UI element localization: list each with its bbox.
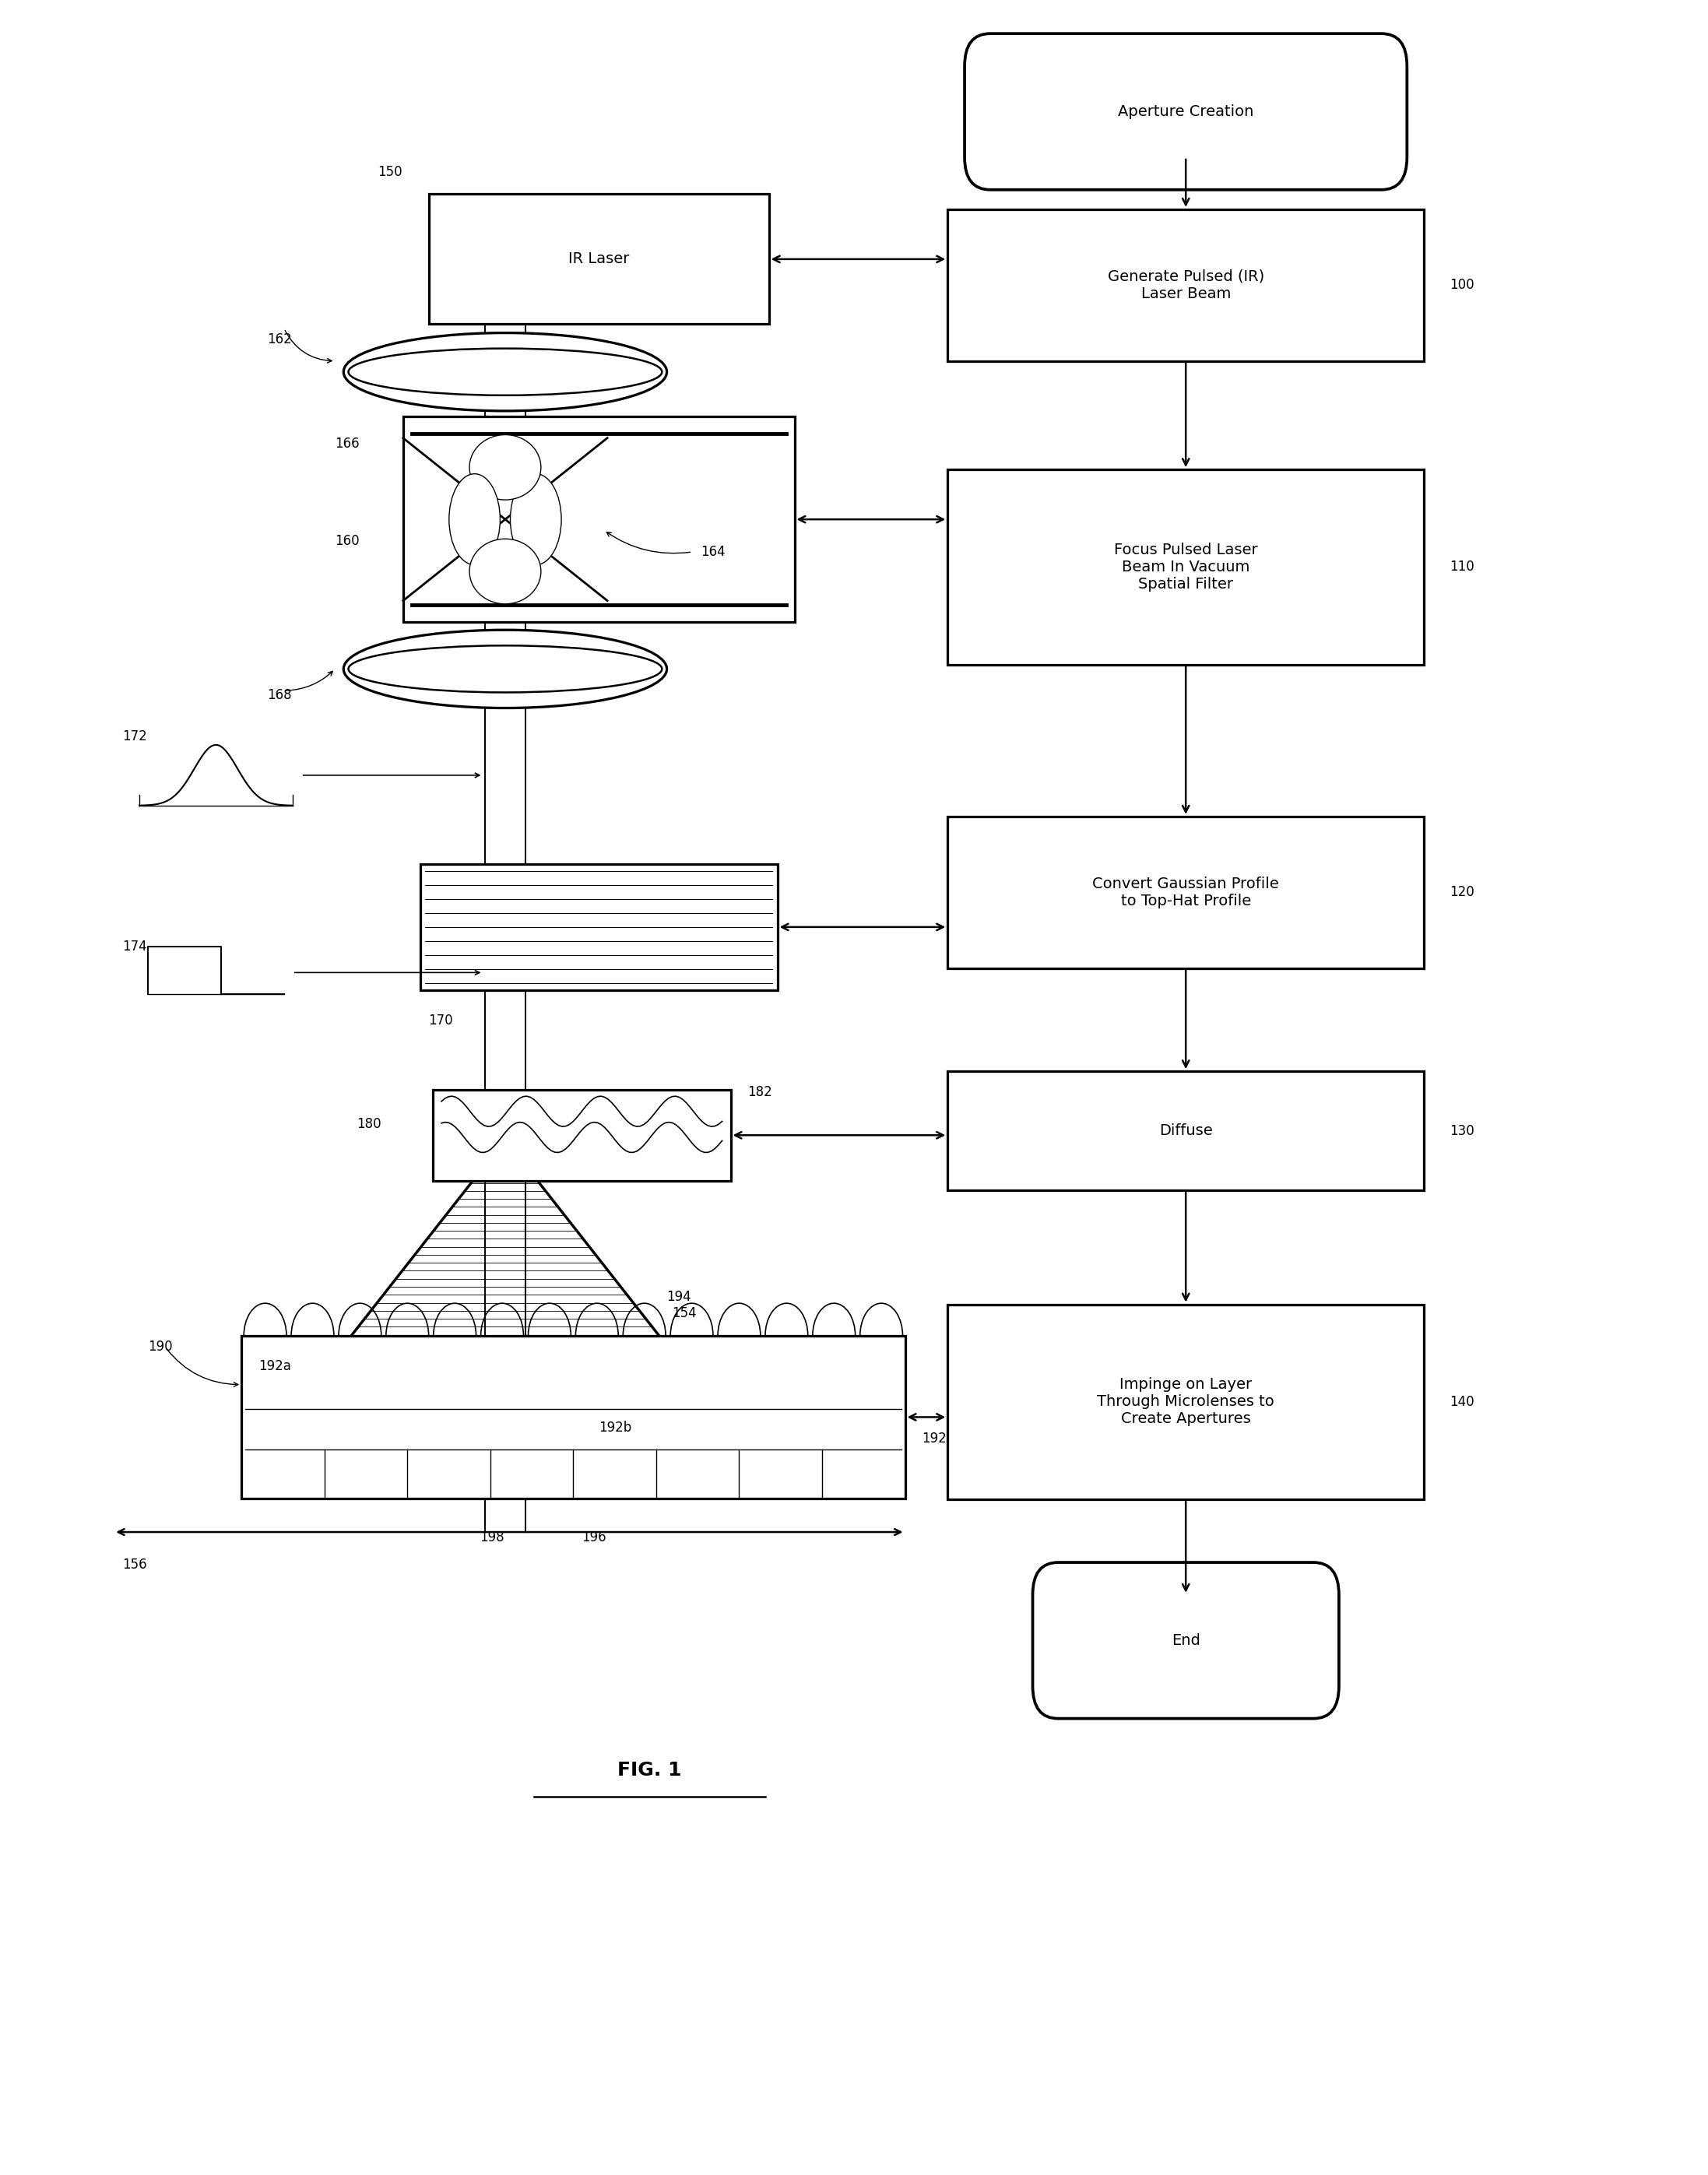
Text: 164: 164 — [700, 546, 726, 559]
Ellipse shape — [343, 333, 666, 411]
Text: 100: 100 — [1450, 278, 1474, 291]
Text: 152: 152 — [536, 361, 560, 374]
Bar — [948, 470, 1424, 666]
Text: FIG. 1: FIG. 1 — [618, 1762, 681, 1779]
Ellipse shape — [449, 474, 500, 566]
Ellipse shape — [470, 539, 541, 605]
Text: 110: 110 — [1450, 559, 1474, 574]
Text: End: End — [1172, 1633, 1201, 1649]
FancyBboxPatch shape — [965, 33, 1407, 189]
Text: Aperture Creation: Aperture Creation — [1119, 104, 1254, 120]
Bar — [429, 194, 769, 324]
Text: 130: 130 — [1450, 1124, 1474, 1138]
Text: Diffuse: Diffuse — [1160, 1124, 1213, 1138]
Ellipse shape — [343, 631, 666, 709]
Text: 172: 172 — [123, 729, 147, 744]
Text: 150: 150 — [377, 165, 401, 178]
Text: 156: 156 — [123, 1557, 147, 1573]
Text: Convert Gaussian Profile
to Top-Hat Profile: Convert Gaussian Profile to Top-Hat Prof… — [1093, 877, 1279, 909]
Bar — [948, 1072, 1424, 1190]
Text: 180: 180 — [357, 1118, 381, 1131]
Text: 192b: 192b — [600, 1420, 632, 1436]
Text: 154: 154 — [671, 1305, 697, 1320]
Ellipse shape — [470, 435, 541, 500]
Text: Impinge on Layer
Through Microlenses to
Create Apertures: Impinge on Layer Through Microlenses to … — [1097, 1377, 1274, 1427]
Text: 160: 160 — [335, 535, 360, 548]
Ellipse shape — [511, 474, 562, 566]
Bar — [241, 1335, 905, 1499]
Text: 196: 196 — [582, 1531, 606, 1544]
Bar — [420, 863, 777, 990]
Text: 174: 174 — [123, 940, 147, 953]
FancyBboxPatch shape — [1033, 1562, 1339, 1718]
Text: 140: 140 — [1450, 1394, 1474, 1409]
Text: 166: 166 — [335, 437, 360, 450]
Text: 170: 170 — [429, 1014, 453, 1027]
Bar — [948, 816, 1424, 968]
Text: 168: 168 — [266, 687, 292, 703]
Text: Focus Pulsed Laser
Beam In Vacuum
Spatial Filter: Focus Pulsed Laser Beam In Vacuum Spatia… — [1114, 542, 1257, 592]
Bar — [432, 1090, 731, 1181]
Bar — [403, 415, 794, 622]
Bar — [948, 209, 1424, 361]
Text: 192: 192 — [922, 1431, 946, 1446]
Bar — [948, 1305, 1424, 1499]
Text: 182: 182 — [748, 1085, 772, 1098]
Text: 194: 194 — [666, 1290, 692, 1303]
Text: 198: 198 — [480, 1531, 504, 1544]
Text: 192a: 192a — [258, 1359, 290, 1372]
Text: Generate Pulsed (IR)
Laser Beam: Generate Pulsed (IR) Laser Beam — [1107, 270, 1264, 300]
Text: IR Laser: IR Laser — [569, 252, 629, 268]
Text: 162: 162 — [266, 333, 292, 346]
Text: 190: 190 — [149, 1340, 173, 1353]
Text: 120: 120 — [1450, 885, 1474, 898]
